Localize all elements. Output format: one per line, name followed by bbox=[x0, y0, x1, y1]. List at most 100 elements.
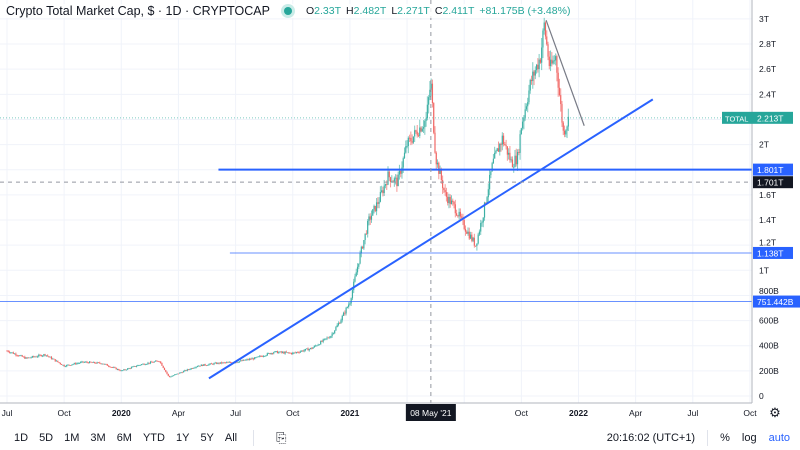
candle-body bbox=[55, 360, 58, 362]
candle-body bbox=[17, 355, 20, 357]
candle-body bbox=[25, 357, 27, 359]
timeframe-1d[interactable]: 1D bbox=[14, 431, 29, 444]
candle-body bbox=[492, 158, 495, 164]
candle-body bbox=[31, 356, 33, 358]
clock-timezone[interactable]: 20:16:02 (UTC+1) bbox=[606, 431, 696, 444]
candle-body bbox=[151, 361, 153, 363]
candle-body bbox=[504, 144, 506, 146]
chart-legend: Crypto Total Market Cap, $ · 1D · CRYPTO… bbox=[6, 4, 571, 18]
candle-body bbox=[520, 128, 522, 135]
price-label-bg bbox=[753, 111, 793, 124]
symbol-title[interactable]: Crypto Total Market Cap, $ · 1D · CRYPTO… bbox=[6, 4, 270, 18]
candle-body bbox=[546, 36, 548, 45]
candle-body bbox=[91, 362, 93, 364]
candle-body bbox=[323, 338, 326, 340]
candle-body bbox=[335, 327, 337, 331]
candle-body bbox=[108, 365, 110, 367]
candle-body bbox=[189, 369, 191, 371]
price-axis[interactable] bbox=[752, 0, 800, 425]
candle-body bbox=[212, 363, 214, 365]
candle-body bbox=[398, 170, 401, 175]
candle-body bbox=[36, 356, 39, 358]
candle-body bbox=[514, 155, 516, 167]
candle-body bbox=[478, 231, 481, 235]
candle-body bbox=[389, 177, 392, 183]
go-to-date-icon[interactable]: ⎘ bbox=[276, 429, 287, 445]
candle-body bbox=[555, 56, 557, 61]
candle-body bbox=[39, 354, 41, 356]
time-tick-label: Apr bbox=[172, 408, 185, 418]
time-tick-label: Oct bbox=[515, 408, 529, 418]
candle-body bbox=[345, 307, 347, 314]
candle-body bbox=[375, 202, 378, 212]
candle-body bbox=[174, 374, 176, 376]
candle-body bbox=[273, 352, 275, 354]
timeframe-5y[interactable]: 5Y bbox=[200, 431, 214, 444]
candle-body bbox=[482, 217, 484, 223]
timeframe-1m[interactable]: 1M bbox=[64, 431, 80, 444]
candle-body bbox=[283, 352, 285, 354]
candle-body bbox=[480, 223, 482, 232]
candle-body bbox=[429, 89, 431, 98]
candle-body bbox=[162, 365, 164, 368]
candle-body bbox=[195, 366, 197, 368]
candle-body bbox=[101, 363, 103, 365]
time-tick-label: 2020 bbox=[112, 408, 131, 418]
candle-body bbox=[467, 231, 469, 234]
candle-body bbox=[33, 356, 35, 357]
auto-scale-toggle[interactable]: auto bbox=[768, 431, 790, 444]
candle-body bbox=[303, 350, 305, 352]
candle-body bbox=[400, 170, 402, 174]
candle-body bbox=[513, 166, 515, 168]
candle-body bbox=[393, 178, 395, 182]
candle-body bbox=[221, 362, 223, 364]
candle-body bbox=[304, 348, 307, 351]
candle-body bbox=[410, 137, 412, 142]
settings-gear-icon[interactable]: ⚙ bbox=[769, 405, 781, 420]
candle-body bbox=[538, 59, 540, 70]
candle-body bbox=[527, 102, 529, 107]
timeframe-1y[interactable]: 1Y bbox=[175, 431, 190, 444]
candle-body bbox=[48, 356, 50, 357]
candle-body bbox=[154, 360, 157, 362]
trend-line[interactable] bbox=[208, 98, 654, 380]
candle-body bbox=[486, 197, 488, 204]
candle-body bbox=[186, 369, 188, 371]
candle-body bbox=[35, 356, 37, 358]
time-tick-label: Jul bbox=[2, 408, 13, 418]
candle-body bbox=[414, 130, 416, 137]
candle-body bbox=[369, 216, 371, 220]
candle-body bbox=[518, 152, 520, 153]
timeframe-6m[interactable]: 6M bbox=[116, 431, 132, 444]
candle-body bbox=[475, 245, 477, 247]
candle-body bbox=[447, 196, 449, 204]
price-chart[interactable]: 0 200B 400B 600B 800B 1T 1.2T 1.4T 1.6T 2T 2.4T 2.6… bbox=[0, 0, 800, 425]
candle-body bbox=[217, 362, 219, 364]
candle-body bbox=[153, 361, 155, 363]
candle-body bbox=[449, 196, 451, 205]
percent-toggle[interactable]: % bbox=[720, 431, 730, 444]
candle-body bbox=[219, 362, 221, 364]
candle-body bbox=[34, 356, 36, 358]
candle-body bbox=[499, 144, 501, 152]
candle-body bbox=[308, 348, 310, 351]
candle-body bbox=[543, 22, 545, 31]
log-toggle[interactable]: log bbox=[741, 431, 757, 444]
candle-body bbox=[344, 312, 346, 314]
timeframe-ytd[interactable]: YTD bbox=[142, 431, 165, 444]
candle-body bbox=[491, 163, 493, 172]
candle-body bbox=[485, 202, 487, 204]
candle-body bbox=[90, 361, 92, 363]
time-tick-label: 2022 bbox=[569, 408, 588, 418]
timeframe-3m[interactable]: 3M bbox=[90, 431, 106, 444]
timeframe-5d[interactable]: 5D bbox=[39, 431, 54, 444]
timeframe-all[interactable]: All bbox=[224, 431, 238, 444]
trend-line[interactable] bbox=[545, 19, 585, 126]
candle-body bbox=[548, 56, 550, 67]
candle-body bbox=[539, 59, 541, 63]
candle-body bbox=[553, 60, 555, 62]
price-tick-label: 2.4T bbox=[759, 89, 776, 99]
ohlc-values: O2.33T H2.482T L2.271T C2.411T +81.175B … bbox=[305, 5, 571, 17]
price-tick-label: 1.6T bbox=[759, 190, 776, 200]
crosshair-date-label: 08 May '21 bbox=[410, 408, 452, 418]
